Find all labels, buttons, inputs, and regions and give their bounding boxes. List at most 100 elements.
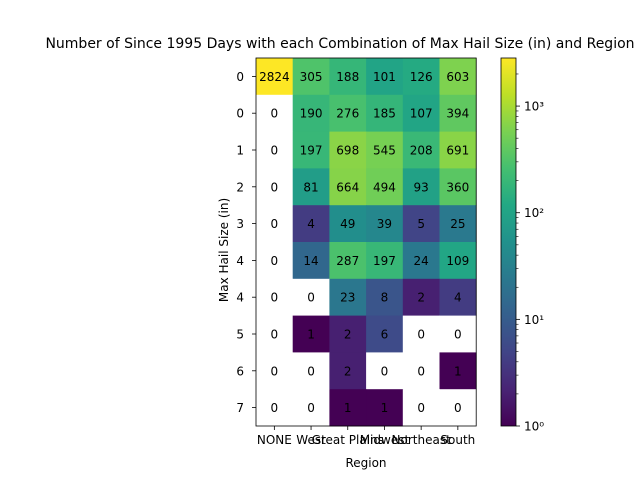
cell-value-label: 93 [414,180,429,194]
heatmap-cell [439,389,477,427]
heatmap-cell [439,131,477,169]
heatmap-cell [292,131,330,169]
cell-value-label: 0 [417,364,425,378]
heatmap-cell [402,242,440,280]
heatmap-cell [256,278,294,316]
x-tick-label: South [440,433,475,447]
heatmap-cell [366,352,404,390]
cell-value-label: 276 [336,107,359,121]
heatmap-cell [292,242,330,280]
heatmap-cell [402,352,440,390]
cell-value-label: 197 [373,254,396,268]
x-tick-label: Midwest [360,433,410,447]
chart-title: Number of Since 1995 Days with each Comb… [45,36,634,52]
heatmap-cell [329,315,367,353]
heatmap-cell [256,205,294,243]
cell-value-label: 23 [340,291,355,305]
heatmap-cell [292,205,330,243]
cell-value-label: 5 [417,217,425,231]
heatmap-cell [292,389,330,427]
y-tick-label: 4 [236,254,244,268]
heatmap-cell [329,242,367,280]
cell-value-label: 603 [446,70,469,84]
x-axis-label: Region [345,456,386,470]
cell-value-label: 0 [307,401,315,415]
cell-value-label: 1 [307,328,315,342]
cell-value-label: 24 [414,254,429,268]
heatmap-cell [402,58,440,96]
cell-value-label: 190 [300,107,323,121]
heatmap-cell [256,131,294,169]
heatmap-cell [292,352,330,390]
heatmap-cell [439,315,477,353]
heatmap-cell [329,131,367,169]
y-axis-label: Max Hail Size (in) [217,198,231,302]
cell-value-label: 4 [307,217,315,231]
cell-value-label: 185 [373,107,396,121]
heatmap-cell [402,131,440,169]
y-tick-label: 0 [236,70,244,84]
heatmap-cell [292,315,330,353]
heatmap-cell [256,242,294,280]
cell-value-label: 126 [410,70,433,84]
cell-value-label: 0 [271,180,279,194]
cell-value-label: 2824 [259,70,290,84]
y-tick-label: 6 [236,364,244,378]
heatmap-cell [402,278,440,316]
heatmap-cell [256,352,294,390]
heatmap-cell [366,131,404,169]
heatmap-cell [402,205,440,243]
cell-value-label: 664 [336,180,359,194]
heatmap-cell [439,94,477,132]
cell-value-label: 39 [377,217,392,231]
cell-value-label: 2 [417,291,425,305]
cell-value-label: 8 [381,291,389,305]
cell-value-label: 0 [454,328,462,342]
heatmap-cell [292,278,330,316]
y-tick-label: 3 [236,217,244,231]
cell-value-label: 0 [307,364,315,378]
cell-value-label: 0 [417,328,425,342]
heatmap-cell [402,315,440,353]
cell-value-label: 545 [373,144,396,158]
x-tick-label: NONE [257,433,292,447]
heatmap-cell [366,168,404,206]
cell-value-label: 107 [410,107,433,121]
colorbar-tick-label: 10² [524,206,544,220]
cell-value-label: 305 [300,70,323,84]
cell-value-label: 0 [417,401,425,415]
heatmap-cell [329,205,367,243]
y-tick-label: 7 [236,401,244,415]
plot-frame [255,57,477,427]
colorbar-tick-label: 10³ [524,100,544,114]
heatmap-cell [329,389,367,427]
heatmap-cell [439,278,477,316]
heatmap-cell [439,168,477,206]
heatmap-cell [366,389,404,427]
heatmap-cell [256,94,294,132]
heatmap-cell [366,205,404,243]
cell-value-label: 0 [271,328,279,342]
cell-value-label: 208 [410,144,433,158]
heatmap-cell [292,94,330,132]
cell-value-label: 0 [307,291,315,305]
x-tick-label: Great Plains [312,433,384,447]
heatmap-cell [329,352,367,390]
cell-value-label: 0 [271,254,279,268]
cell-value-label: 2 [344,328,352,342]
cell-value-label: 0 [271,401,279,415]
cell-value-label: 0 [271,107,279,121]
cell-value-label: 0 [271,144,279,158]
y-tick-label: 0 [236,107,244,121]
heatmap-cell [439,205,477,243]
y-tick-label: 1 [236,144,244,158]
cell-value-label: 4 [454,291,462,305]
cell-value-label: 25 [450,217,465,231]
colorbar-gradient [500,57,517,427]
x-tick-label: Northeast [392,433,452,447]
cell-value-label: 109 [446,254,469,268]
heatmap-cell [366,315,404,353]
cell-value-label: 287 [336,254,359,268]
